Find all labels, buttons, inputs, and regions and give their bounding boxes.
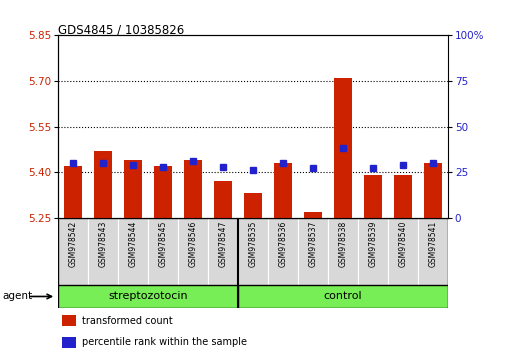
Bar — [118, 218, 148, 285]
Text: control: control — [323, 291, 362, 302]
Text: GSM978538: GSM978538 — [338, 221, 347, 267]
Text: streptozotocin: streptozotocin — [108, 291, 187, 302]
Text: GSM978542: GSM978542 — [69, 221, 78, 267]
Text: GDS4845 / 10385826: GDS4845 / 10385826 — [58, 23, 184, 36]
Text: GSM978537: GSM978537 — [308, 221, 317, 268]
Bar — [273, 163, 291, 218]
Text: agent: agent — [3, 291, 33, 302]
Text: GSM978545: GSM978545 — [158, 221, 167, 268]
Text: GSM978547: GSM978547 — [218, 221, 227, 268]
Bar — [214, 181, 232, 218]
Bar — [268, 218, 297, 285]
Bar — [124, 160, 142, 218]
Bar — [208, 218, 237, 285]
Bar — [148, 218, 178, 285]
Bar — [363, 175, 381, 218]
Bar — [243, 193, 262, 218]
Bar — [417, 218, 447, 285]
Bar — [387, 218, 417, 285]
Bar — [237, 218, 268, 285]
Text: GSM978543: GSM978543 — [98, 221, 108, 268]
Bar — [393, 175, 411, 218]
Text: GSM978540: GSM978540 — [397, 221, 407, 268]
Bar — [58, 218, 88, 285]
Bar — [297, 218, 327, 285]
Text: GSM978544: GSM978544 — [128, 221, 137, 268]
Bar — [94, 151, 112, 218]
Bar — [357, 218, 387, 285]
Bar — [64, 166, 82, 218]
Bar — [237, 285, 447, 308]
Text: GSM978539: GSM978539 — [368, 221, 377, 268]
Bar — [62, 337, 76, 348]
Bar — [154, 166, 172, 218]
Text: GSM978536: GSM978536 — [278, 221, 287, 268]
Text: percentile rank within the sample: percentile rank within the sample — [81, 337, 246, 348]
Bar — [178, 218, 208, 285]
Bar — [184, 160, 201, 218]
Text: GSM978541: GSM978541 — [427, 221, 436, 267]
Bar — [62, 315, 76, 326]
Text: transformed count: transformed count — [81, 316, 172, 326]
Bar — [58, 285, 237, 308]
Bar — [304, 212, 321, 218]
Text: GSM978546: GSM978546 — [188, 221, 197, 268]
Bar — [327, 218, 357, 285]
Bar — [333, 78, 351, 218]
Bar — [88, 218, 118, 285]
Bar — [423, 163, 441, 218]
Text: GSM978535: GSM978535 — [248, 221, 257, 268]
